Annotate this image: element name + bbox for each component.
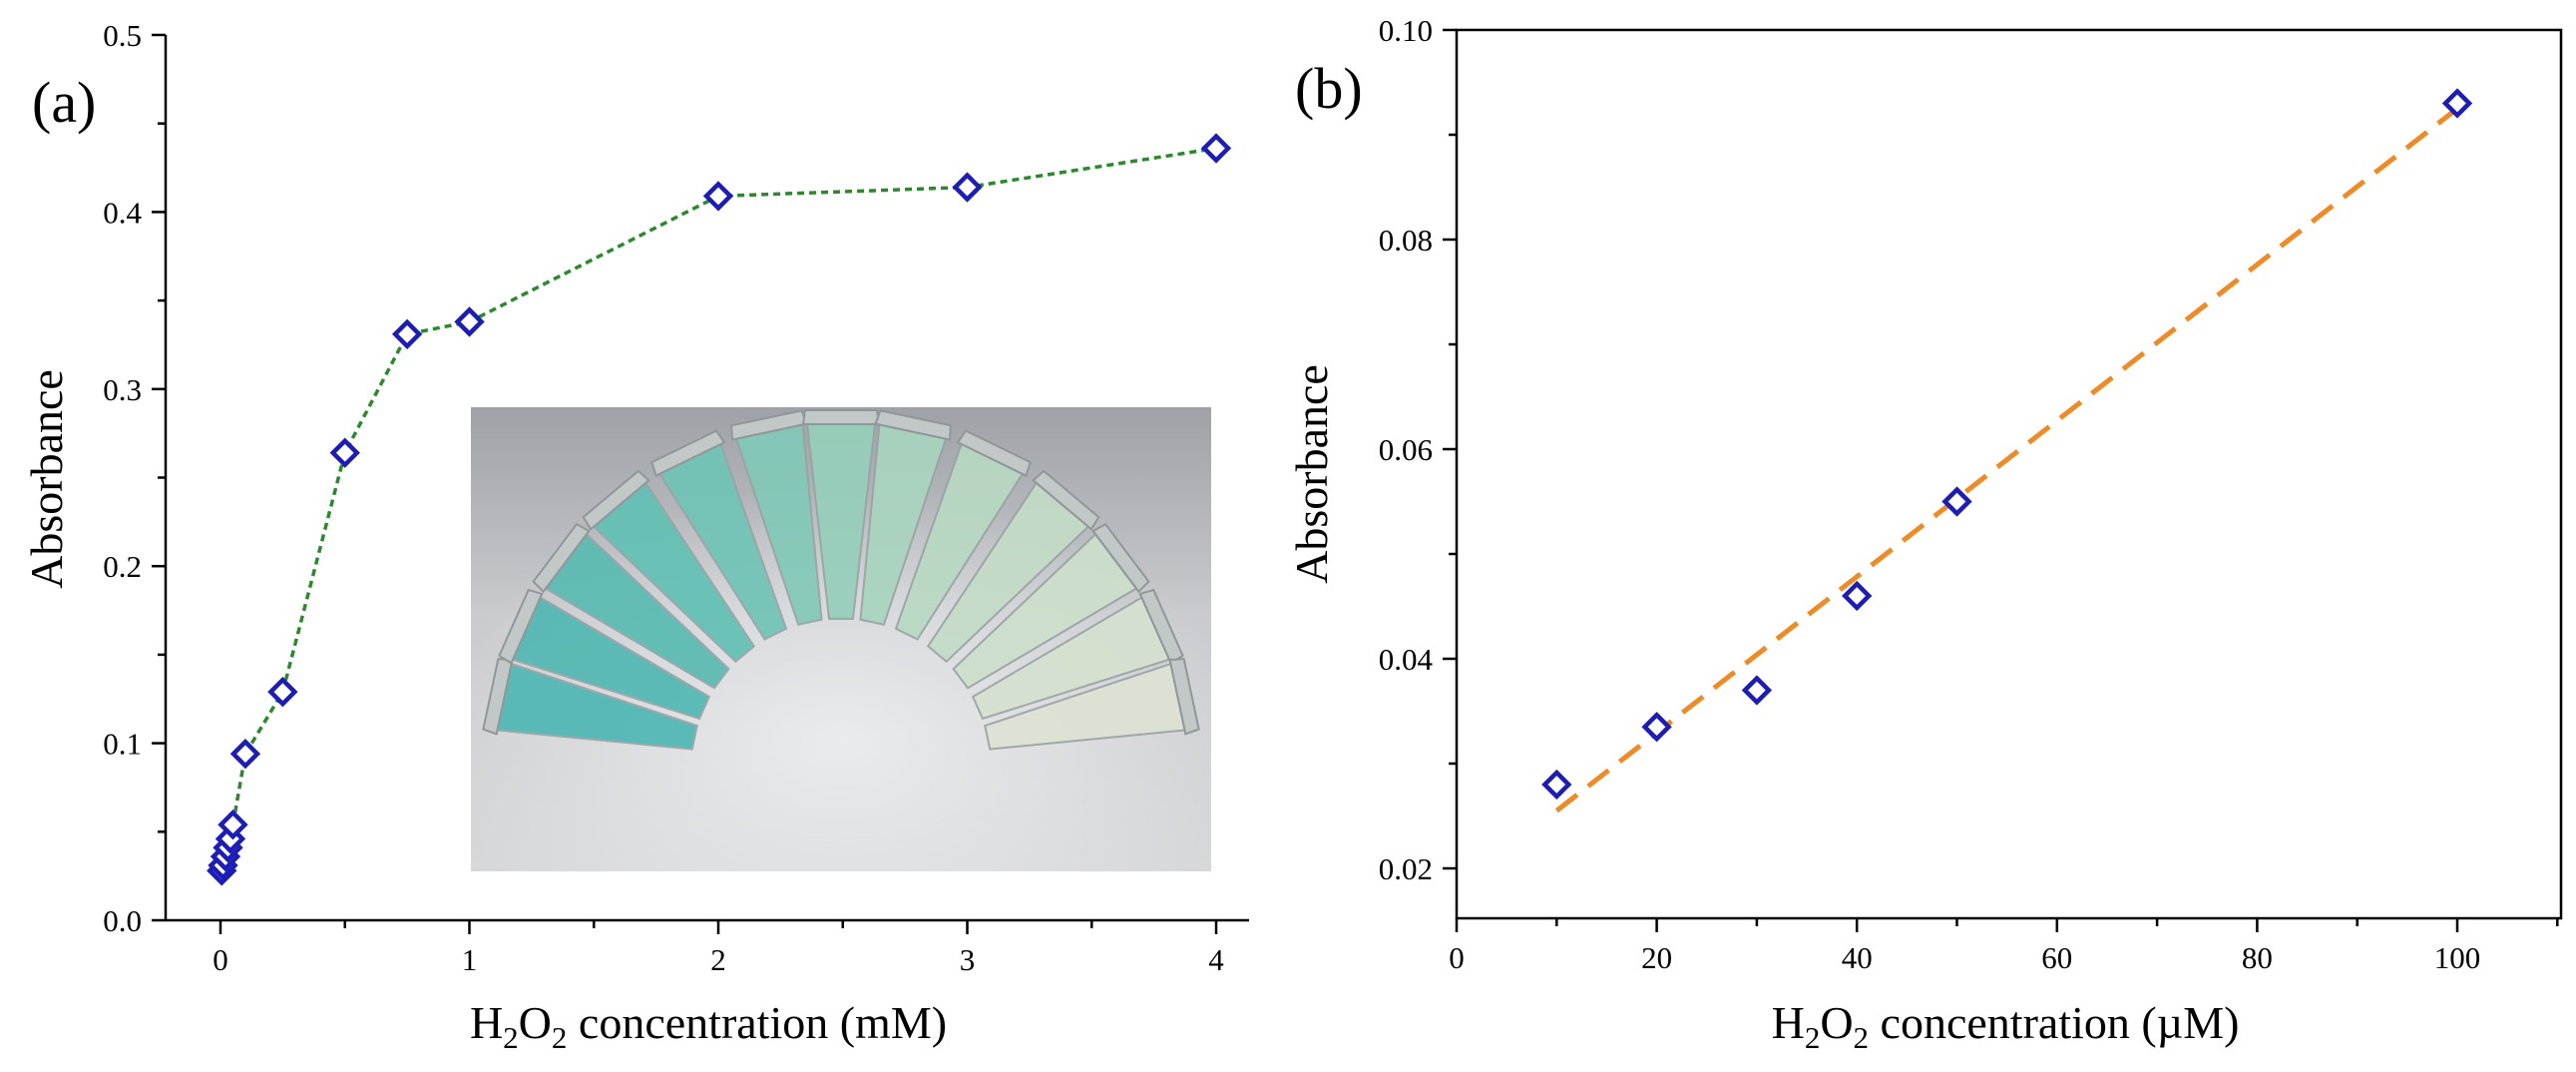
panel-b-x-tick-label: 60 [2041,940,2072,975]
panel-a-data-point [454,306,485,337]
panel-a-data-point [1200,133,1232,164]
panel-b-data-point [1941,486,1972,517]
panel-b-data-point [1541,769,1572,801]
panel-b-marks [1541,88,2473,801]
panel-a-y-axis-title: Absorbance [21,369,72,589]
panel-b-y-tick-label: 0.04 [1379,642,1434,677]
panel-a-data-point [391,318,423,349]
panel-a-marks [207,133,1232,886]
panel-a-y-tick-label: 0.0 [103,903,142,938]
panel-a-x-tick-label: 1 [462,942,478,977]
panel-b-data-point [1741,675,1773,706]
inset-tube-cap [874,409,952,441]
panel-b-y-tick-label: 0.02 [1379,851,1433,886]
panel-a-y-tick-label: 0.5 [103,18,142,53]
panel-a-data-point [267,676,298,708]
inset-tube-cap [1138,588,1184,665]
panel-a-x-tick-label: 0 [213,942,228,977]
inset-tube-cap [482,658,514,736]
panel-a-data-point [702,181,734,212]
panel-a-x-tick-label: 4 [1208,942,1224,977]
inset-tube-cap [1091,522,1150,594]
inset-tube-cap [956,429,1032,477]
inset-tubes [482,409,1200,751]
inset-tube-cap [650,429,726,477]
panel-b-y-axis-title: Absorbance [1286,364,1337,584]
panel-a-label: (a) [32,70,96,135]
panel-b-data-point [2441,88,2473,119]
panel-b-data-point [1842,580,1873,612]
panel-b-frame [1455,28,2563,920]
inset-tube-cap [1032,469,1100,531]
panel-b-x-tick-label: 0 [1449,940,1465,975]
panel-a-data-point [329,437,360,468]
inset-tube-cap [532,522,591,594]
inset-tube-cap [730,409,808,441]
panel-b-lines [1554,106,2459,813]
panel-a-data-point [229,739,261,770]
panel-b-x-tick-label: 40 [1842,940,1873,975]
panel-a-x-axis-title: H2O2 concentration (mM) [470,997,947,1055]
panel-b-fit-line [1554,106,2459,813]
panel-b-label: (b) [1295,56,1363,121]
panel-a-y-tick-label: 0.2 [103,549,142,584]
inset-tube-cap [801,409,881,425]
inset-tube-cap [1168,658,1200,736]
panel-b-y-tick-label: 0.06 [1379,432,1433,467]
panel-b-x-tick-label: 20 [1641,940,1672,975]
panel-a-y-tick-label: 0.3 [103,372,142,407]
panel-a-data-point [952,172,983,203]
panel-a-y-tick-label: 0.4 [103,195,142,230]
panel-a-x-tick-label: 3 [960,942,976,977]
panel-b-y-tick-label: 0.08 [1379,223,1433,258]
panel-b-y-tick-label: 0.10 [1379,13,1433,48]
inset-tube-cap [498,588,544,665]
panel-b-x-tick-label: 100 [2434,940,2481,975]
panel-a-data-point [217,809,248,840]
panel-a-y-tick-label: 0.1 [103,727,142,762]
panel-b: 0 20 40 60 80 100 0.02 0.04 0.06 0.08 0.10 (b) Abs… [1286,13,2563,1055]
inset-photo [471,407,1211,871]
panel-b-data-point [1641,712,1672,743]
panel-b-x-axis-title: H2O2 concentration (µM) [1772,997,2240,1055]
panel-b-x-tick-label: 80 [2242,940,2273,975]
panel-b-ticks: 0 20 40 60 80 100 0.02 0.04 0.06 0.08 0.10 [1379,13,2559,975]
panel-a: 0 1 2 3 4 0.0 0.1 0.2 0.3 0.4 0.5 (a) Absorbance H… [21,18,1249,1055]
panel-a-x-tick-label: 2 [710,942,726,977]
inset-tube-cap [582,469,650,531]
panel-a-ticks: 0 1 2 3 4 0.0 0.1 0.2 0.3 0.4 0.5 [103,18,1224,977]
